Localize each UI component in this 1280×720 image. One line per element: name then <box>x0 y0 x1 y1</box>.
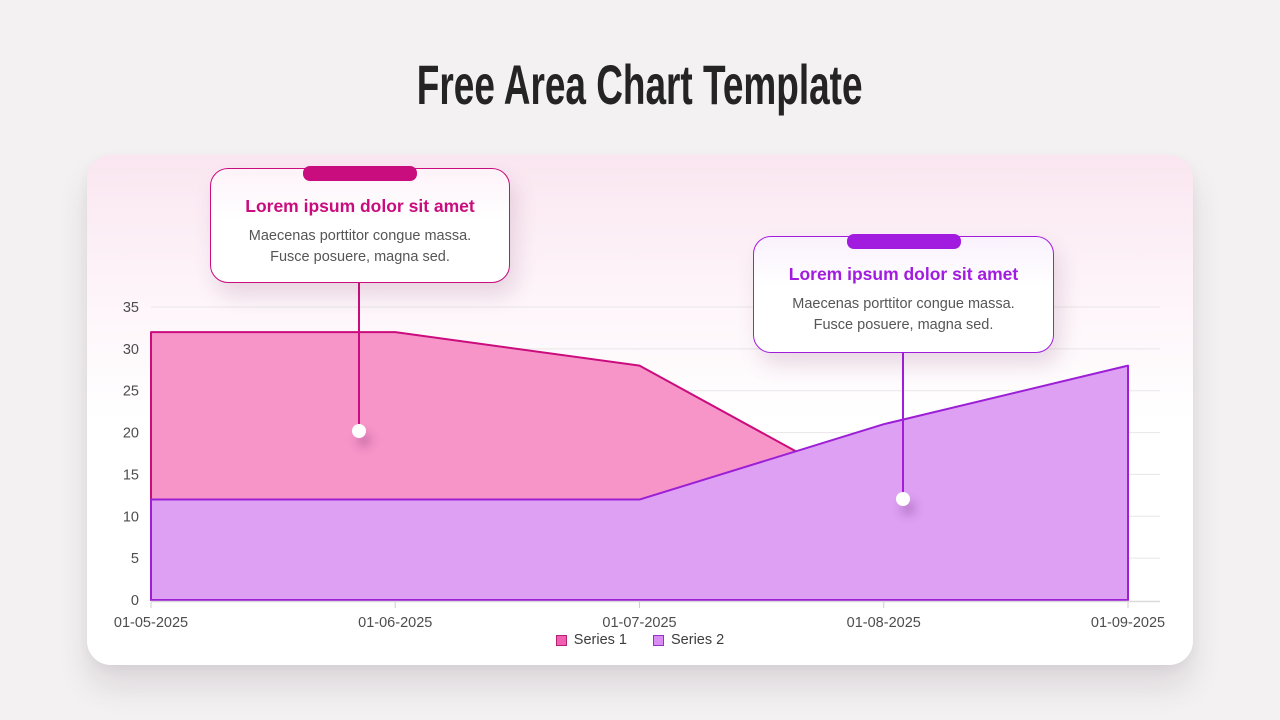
y-tick-label-0: 0 <box>131 593 139 609</box>
legend-item-series-1: Series 1 <box>555 632 627 648</box>
callout-1-body-line-1: Maecenas porttitor congue massa. <box>248 228 472 244</box>
x-tick-label-0: 01-05-2025 <box>114 615 188 631</box>
x-tick-label-2: 01-07-2025 <box>602 615 676 631</box>
callout-1-tab <box>303 166 417 181</box>
callout-1-body-line-2: Fusce posuere, magna sed. <box>270 249 450 265</box>
callout-2-connector-line <box>902 353 904 499</box>
callout-2-title: Lorem ipsum dolor sit amet <box>788 264 1019 284</box>
y-tick-label-30: 30 <box>123 342 139 358</box>
y-tick-label-15: 15 <box>123 467 139 483</box>
x-tick-label-3: 01-08-2025 <box>847 615 921 631</box>
page-title-text: Free Area Chart Template <box>417 53 863 116</box>
x-tick-label-1: 01-06-2025 <box>358 615 432 631</box>
legend-label-2: Series 2 <box>671 632 725 648</box>
y-tick-label-5: 5 <box>131 551 139 567</box>
page-title: Free Area Chart Template <box>0 54 1280 116</box>
callout-1: Lorem ipsum dolor sit amet Maecenas port… <box>210 166 510 283</box>
area-chart: 0 5 10 15 20 25 30 35 01-05-2025 01-06-2025 01-07-… <box>114 300 1165 631</box>
callout-2-tab <box>846 234 961 249</box>
callout-2: Lorem ipsum dolor sit amet Maecenas port… <box>753 234 1054 353</box>
callout-1-title: Lorem ipsum dolor sit amet <box>245 196 475 216</box>
legend-item-series-2: Series 2 <box>653 632 724 648</box>
area-series-2 <box>150 364 1129 601</box>
y-tick-label-25: 25 <box>123 384 139 400</box>
callout-2-body-line-2: Fusce posuere, magna sed. <box>813 317 994 333</box>
legend-label-1: Series 1 <box>573 632 627 648</box>
y-tick-label-10: 10 <box>123 509 139 525</box>
legend-swatch-2 <box>653 634 664 646</box>
legend-swatch-1 <box>555 634 567 646</box>
callout-2-anchor-dot <box>896 492 910 506</box>
y-tick-label-35: 35 <box>123 300 139 316</box>
callout-1-connector-line <box>358 283 360 431</box>
callout-1-anchor-dot <box>352 424 366 438</box>
y-tick-label-20: 20 <box>123 426 139 442</box>
chart-legend: Series 1 Series 2 <box>87 632 1193 648</box>
x-tick-label-4: 01-09-2025 <box>1091 615 1165 631</box>
callout-2-body-line-1: Maecenas porttitor congue massa. <box>792 296 1015 312</box>
